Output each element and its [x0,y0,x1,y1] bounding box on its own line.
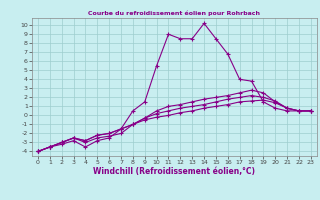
X-axis label: Windchill (Refroidissement éolien,°C): Windchill (Refroidissement éolien,°C) [93,167,255,176]
Title: Courbe du refroidissement éolien pour Rohrbach: Courbe du refroidissement éolien pour Ro… [88,11,260,16]
